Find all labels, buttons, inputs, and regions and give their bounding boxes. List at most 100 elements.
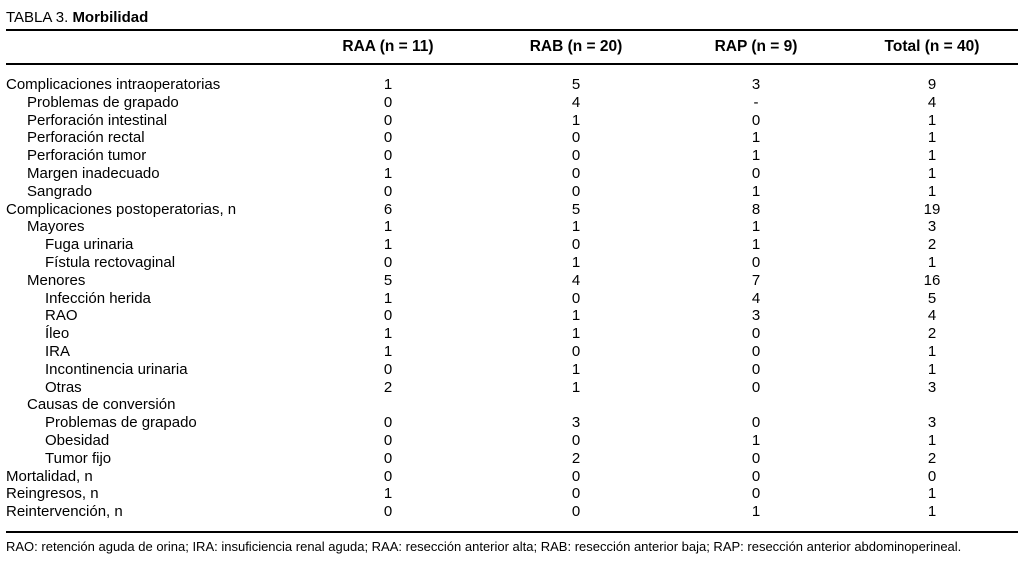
cell-value: 3: [571, 414, 581, 432]
row-label: Otras: [45, 378, 82, 396]
cell-value: 0: [751, 253, 761, 271]
cell-value: 4: [927, 307, 937, 325]
cell-value: 1: [571, 378, 581, 396]
cell-value: 1: [927, 164, 937, 182]
header-row: RAA (n = 11) RAB (n = 20) RAP (n = 9) Total…: [6, 30, 1018, 65]
cell-value: [486, 396, 666, 414]
row-label: Causas de conversión: [27, 396, 176, 414]
cell-value: [290, 396, 486, 414]
cell-value: 1: [383, 76, 393, 93]
cell-value: 1: [383, 236, 393, 254]
cell-value: 0: [751, 342, 761, 360]
cell-value: 0: [751, 378, 761, 396]
cell-value: 6: [383, 200, 393, 218]
cell-value: 1: [571, 253, 581, 271]
cell-value: 1: [927, 253, 937, 271]
table-row: Perforación rectal 0 0 1 1: [6, 129, 1018, 147]
row-label: Obesidad: [45, 431, 110, 449]
cell-value: 1: [571, 111, 581, 129]
row-label: Mayores: [27, 218, 85, 236]
row-label: RAO: [45, 307, 78, 325]
cell-value: 1: [571, 360, 581, 378]
table-row: Reingresos, n 1 0 0 1: [6, 485, 1018, 503]
cell-value: 0: [383, 307, 393, 325]
table-body: Complicaciones intraoperatorias 1 5 3 9 Probl…: [6, 64, 1018, 532]
cell-value: 7: [751, 271, 761, 289]
row-label: Incontinencia urinaria: [45, 360, 188, 378]
cell-value: 0: [751, 414, 761, 432]
table-row: Fuga urinaria 1 0 1 2: [6, 236, 1018, 254]
cell-value: 1: [751, 218, 761, 236]
row-label: Sangrado: [27, 182, 93, 200]
table-row: Mayores 1 1 1 3: [6, 218, 1018, 236]
cell-value: 0: [571, 164, 581, 182]
cell-value: 0: [383, 360, 393, 378]
table-row: Fístula rectovaginal 0 1 0 1: [6, 254, 1018, 272]
cell-value: 1: [751, 129, 761, 147]
cell-value: [666, 396, 846, 414]
cell-value: 5: [571, 200, 581, 218]
cell-value: 1: [571, 218, 581, 236]
row-label: Perforación rectal: [27, 129, 145, 147]
cell-value: 9: [927, 76, 937, 93]
table-row: Problemas de grapado 0 4 - 4: [6, 94, 1018, 112]
cell-value: 0: [383, 182, 393, 200]
cell-value: 0: [571, 503, 581, 521]
cell-value: 2: [927, 325, 937, 343]
row-label: Íleo: [45, 325, 70, 343]
table-row: Incontinencia urinaria 0 1 0 1: [6, 361, 1018, 379]
cell-value: 0: [571, 236, 581, 254]
cell-value: 0: [383, 467, 393, 485]
cell-value: [846, 396, 1018, 414]
cell-value: 0: [751, 485, 761, 503]
cell-value: 19: [923, 200, 941, 218]
row-label: Reingresos, n: [6, 485, 99, 503]
cell-value: 0: [751, 467, 761, 485]
morbidity-table: RAA (n = 11) RAB (n = 20) RAP (n = 9) Total…: [6, 29, 1018, 533]
cell-value: 4: [571, 93, 581, 111]
cell-value: 3: [751, 76, 761, 93]
cell-value: 2: [383, 378, 393, 396]
cell-value: 1: [927, 342, 937, 360]
cell-value: 0: [751, 449, 761, 467]
cell-value: 0: [571, 129, 581, 147]
cell-value: 0: [927, 467, 937, 485]
table-title-prefix: TABLA 3.: [6, 9, 73, 26]
table-row: Menores 5 4 7 16: [6, 272, 1018, 290]
table-row: Mortalidad, n 0 0 0 0: [6, 468, 1018, 486]
cell-value: 0: [571, 485, 581, 503]
table-row: Infección herida 1 0 4 5: [6, 290, 1018, 308]
row-label: Perforación intestinal: [27, 111, 168, 129]
cell-value: 1: [751, 503, 761, 521]
cell-value: 5: [571, 76, 581, 93]
header-empty-cell: [6, 30, 290, 65]
row-label: IRA: [45, 342, 71, 360]
table-row: Reintervención, n 0 0 1 1: [6, 503, 1018, 532]
table-row: Tumor fijo 0 2 0 2: [6, 450, 1018, 468]
row-label: Fístula rectovaginal: [45, 253, 176, 271]
table-title-name: Morbilidad: [72, 9, 149, 26]
table-row: Sangrado 0 0 1 1: [6, 183, 1018, 201]
table-row: Complicaciones postoperatorias, n 6 5 8 19: [6, 201, 1018, 219]
cell-value: 2: [571, 449, 581, 467]
cell-value: 0: [751, 111, 761, 129]
cell-value: 1: [927, 111, 937, 129]
cell-value: 4: [927, 93, 937, 111]
table-row: Problemas de grapado 0 3 0 3: [6, 414, 1018, 432]
cell-value: 0: [383, 93, 393, 111]
cell-value: 0: [751, 164, 761, 182]
cell-value: 5: [927, 289, 937, 307]
cell-value: 0: [383, 147, 393, 165]
cell-value: 3: [751, 307, 761, 325]
table-row: Complicaciones intraoperatorias 1 5 3 9: [6, 64, 1018, 94]
cell-value: 0: [571, 431, 581, 449]
cell-value: 0: [751, 360, 761, 378]
row-label: Complicaciones intraoperatorias: [6, 76, 221, 93]
table-row: RAO 0 1 3 4: [6, 307, 1018, 325]
cell-value: 0: [751, 325, 761, 343]
table-row: Perforación tumor 0 0 1 1: [6, 147, 1018, 165]
cell-value: 0: [383, 431, 393, 449]
column-header: RAB (n = 20): [486, 30, 666, 65]
table-row: Perforación intestinal 0 1 0 1: [6, 112, 1018, 130]
cell-value: 1: [751, 236, 761, 254]
